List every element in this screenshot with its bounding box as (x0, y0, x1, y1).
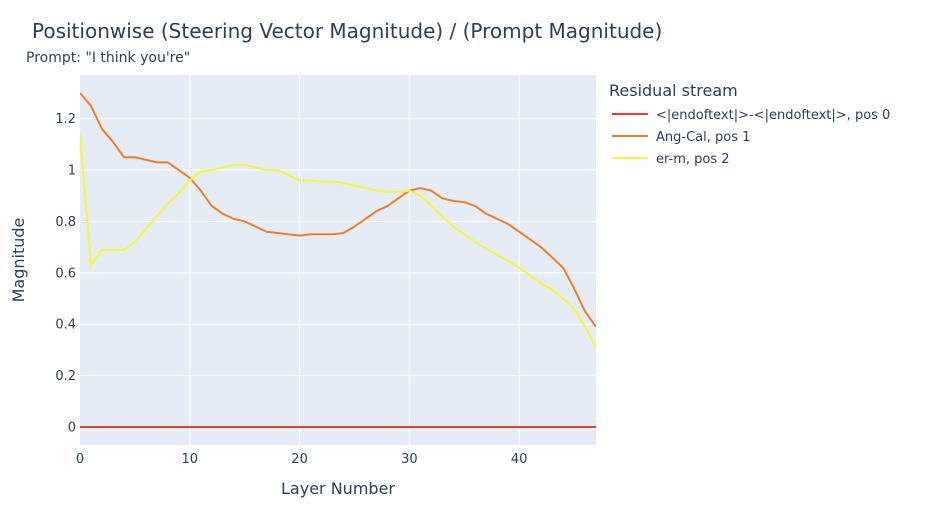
y-tick-label: 0.6 (55, 266, 76, 281)
x-tick-label: 0 (76, 452, 84, 467)
y-tick-label: 1 (68, 164, 76, 179)
series-line-1 (80, 92, 596, 328)
y-tick-label: 0 (68, 421, 76, 436)
y-tick-label: 0.8 (55, 215, 76, 230)
legend-label: Ang-Cal, pos 1 (656, 130, 750, 145)
chart-title: Positionwise (Steering Vector Magnitude)… (32, 19, 662, 43)
y-axis-label: Magnitude (9, 218, 28, 303)
legend-label: <|endoftext|>-<|endoftext|>, pos 0 (656, 108, 890, 123)
legend: <|endoftext|>-<|endoftext|>, pos 0 Ang-Ca… (612, 108, 890, 167)
series-lines (80, 92, 596, 429)
plot-area (80, 75, 596, 445)
y-tick-label: 0.4 (55, 318, 76, 333)
tick-labels: 0 10 20 30 40 0 0.2 0.4 0.6 0.8 1 1.2 (55, 112, 527, 467)
series-line-2 (80, 134, 596, 348)
x-tick-label: 20 (291, 452, 308, 467)
chart-subtitle: Prompt: "I think you're" (26, 50, 190, 66)
y-tick-label: 0.2 (55, 369, 76, 384)
x-tick-label: 30 (401, 452, 418, 467)
legend-label: er-m, pos 2 (656, 152, 730, 167)
y-tick-label: 1.2 (55, 112, 76, 127)
x-tick-label: 40 (511, 452, 528, 467)
x-tick-label: 10 (182, 452, 199, 467)
x-axis-label: Layer Number (281, 479, 395, 498)
legend-title: Residual stream (609, 81, 738, 100)
